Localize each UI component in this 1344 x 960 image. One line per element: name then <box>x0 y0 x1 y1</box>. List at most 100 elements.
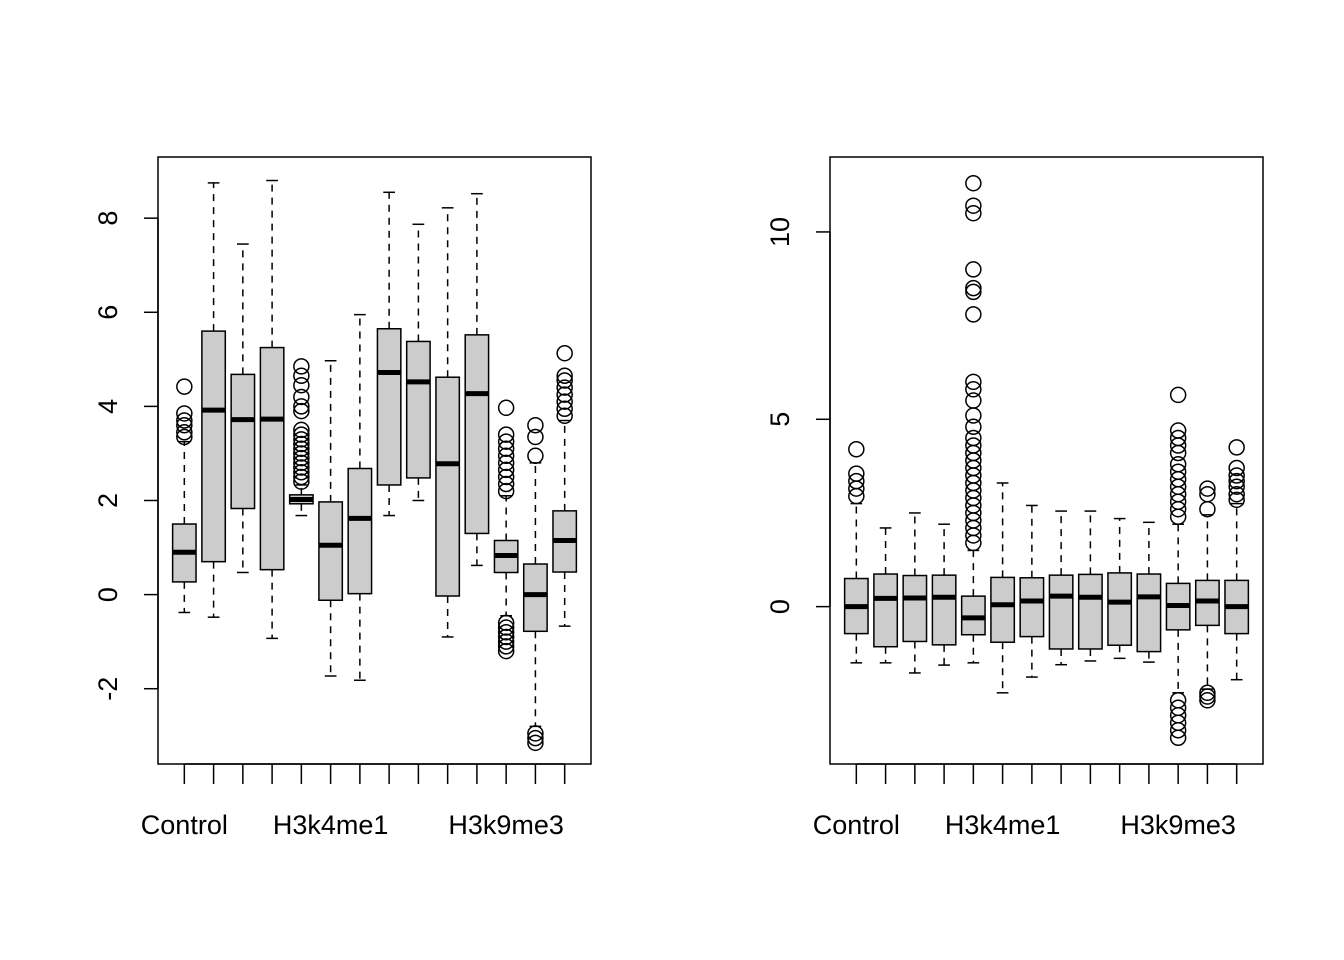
outlier-point <box>848 441 865 458</box>
y-tick-label: 5 <box>765 412 795 427</box>
outlier-point <box>176 428 193 446</box>
box-group <box>318 359 344 677</box>
outlier-point <box>1169 455 1187 473</box>
outlier-point <box>497 628 515 646</box>
y-tick-label: 8 <box>93 211 123 226</box>
iqr-box <box>230 373 256 510</box>
outlier-point <box>965 174 982 192</box>
iqr-box <box>902 574 928 643</box>
x-tick-label: H3k9me3 <box>448 810 564 840</box>
outlier-point <box>965 283 982 301</box>
outlier-point <box>1228 485 1245 503</box>
outlier-point <box>965 261 982 278</box>
box-group <box>1136 521 1162 663</box>
x-tick-label: H3k4me1 <box>273 810 389 840</box>
outlier-point <box>497 461 515 479</box>
right-boxplot-panel: 0 5 10 Control H3k4me1 H3k9me3 <box>765 156 1264 840</box>
outlier-point <box>1169 463 1187 480</box>
outlier-point <box>293 388 310 406</box>
outlier-point <box>176 412 193 429</box>
outlier-point <box>176 405 193 422</box>
iqr-box <box>522 563 548 633</box>
outlier-point <box>527 447 544 465</box>
x-tick-label: H3k9me3 <box>1120 810 1236 840</box>
outlier-point <box>497 454 515 472</box>
iqr-box <box>1136 573 1162 653</box>
outlier-point <box>965 373 982 391</box>
outlier-point <box>1228 459 1245 477</box>
box-group <box>171 378 197 614</box>
box-group <box>843 441 869 664</box>
outlier-point <box>293 426 310 443</box>
iqr-box <box>1077 573 1103 650</box>
outlier-point <box>293 454 310 472</box>
outlier-point <box>1228 478 1245 495</box>
outlier-point <box>497 638 515 655</box>
outlier-point <box>497 426 515 443</box>
y-tick-label: -2 <box>93 677 123 701</box>
outlier-point <box>556 386 573 403</box>
left-boxplot-panel: -2 0 2 4 6 8 Control H3k4me1 H3k9me3 <box>93 156 592 840</box>
outlier-point <box>527 428 544 446</box>
x-tick-label: Control <box>813 810 900 840</box>
outlier-point <box>965 392 982 409</box>
outlier-point <box>965 418 982 436</box>
outlier-point <box>1228 472 1245 490</box>
box-group <box>1077 510 1103 662</box>
iqr-box <box>1048 574 1074 650</box>
box-group <box>522 416 548 752</box>
box-group <box>201 182 227 618</box>
outlier-point <box>497 447 515 465</box>
iqr-box <box>873 573 899 648</box>
outlier-point <box>556 344 573 362</box>
outlier-point <box>527 729 544 747</box>
box-group <box>347 313 373 681</box>
y-tick-label: 4 <box>93 399 123 414</box>
outlier-point <box>497 614 515 632</box>
outlier-point <box>527 734 544 752</box>
box-group <box>931 523 957 666</box>
y-tick-label: 2 <box>93 493 123 508</box>
outlier-point <box>176 378 193 395</box>
outlier-point <box>293 435 310 453</box>
outlier-point <box>1199 688 1216 705</box>
outlier-point <box>497 623 515 641</box>
box-group <box>230 243 256 574</box>
outlier-point <box>1228 467 1245 484</box>
box-group <box>376 191 402 517</box>
box-group <box>1165 386 1191 747</box>
outlier-point <box>848 472 865 490</box>
outlier-point <box>293 376 310 394</box>
x-tick-label: H3k4me1 <box>945 810 1061 840</box>
box-group <box>1048 510 1074 666</box>
outlier-point <box>176 416 193 434</box>
outlier-point <box>965 279 982 297</box>
outlier-point <box>965 381 982 398</box>
iqr-box <box>464 334 490 535</box>
outlier-point <box>965 204 982 222</box>
outlier-point <box>1169 422 1187 439</box>
y-tick-label: 0 <box>93 587 123 602</box>
y-tick-label: 10 <box>765 217 795 247</box>
outlier-point <box>497 619 515 636</box>
outlier-point <box>1169 386 1187 404</box>
outlier-point <box>556 400 573 417</box>
outlier-point <box>1228 439 1245 456</box>
outlier-point <box>965 429 982 447</box>
box-group <box>1107 517 1133 660</box>
outlier-point <box>1199 684 1216 702</box>
outlier-point <box>293 358 310 375</box>
outlier-point <box>556 372 573 389</box>
box-group <box>1194 480 1220 709</box>
outlier-point <box>1169 699 1187 717</box>
y-tick-label: 6 <box>93 305 123 320</box>
iqr-box <box>318 501 344 602</box>
box-group <box>873 527 899 664</box>
box-group <box>493 399 519 660</box>
outlier-point <box>1199 692 1216 709</box>
box-group <box>259 179 285 640</box>
outlier-point <box>293 449 310 467</box>
box-group <box>1019 504 1045 678</box>
outlier-point <box>293 398 310 415</box>
